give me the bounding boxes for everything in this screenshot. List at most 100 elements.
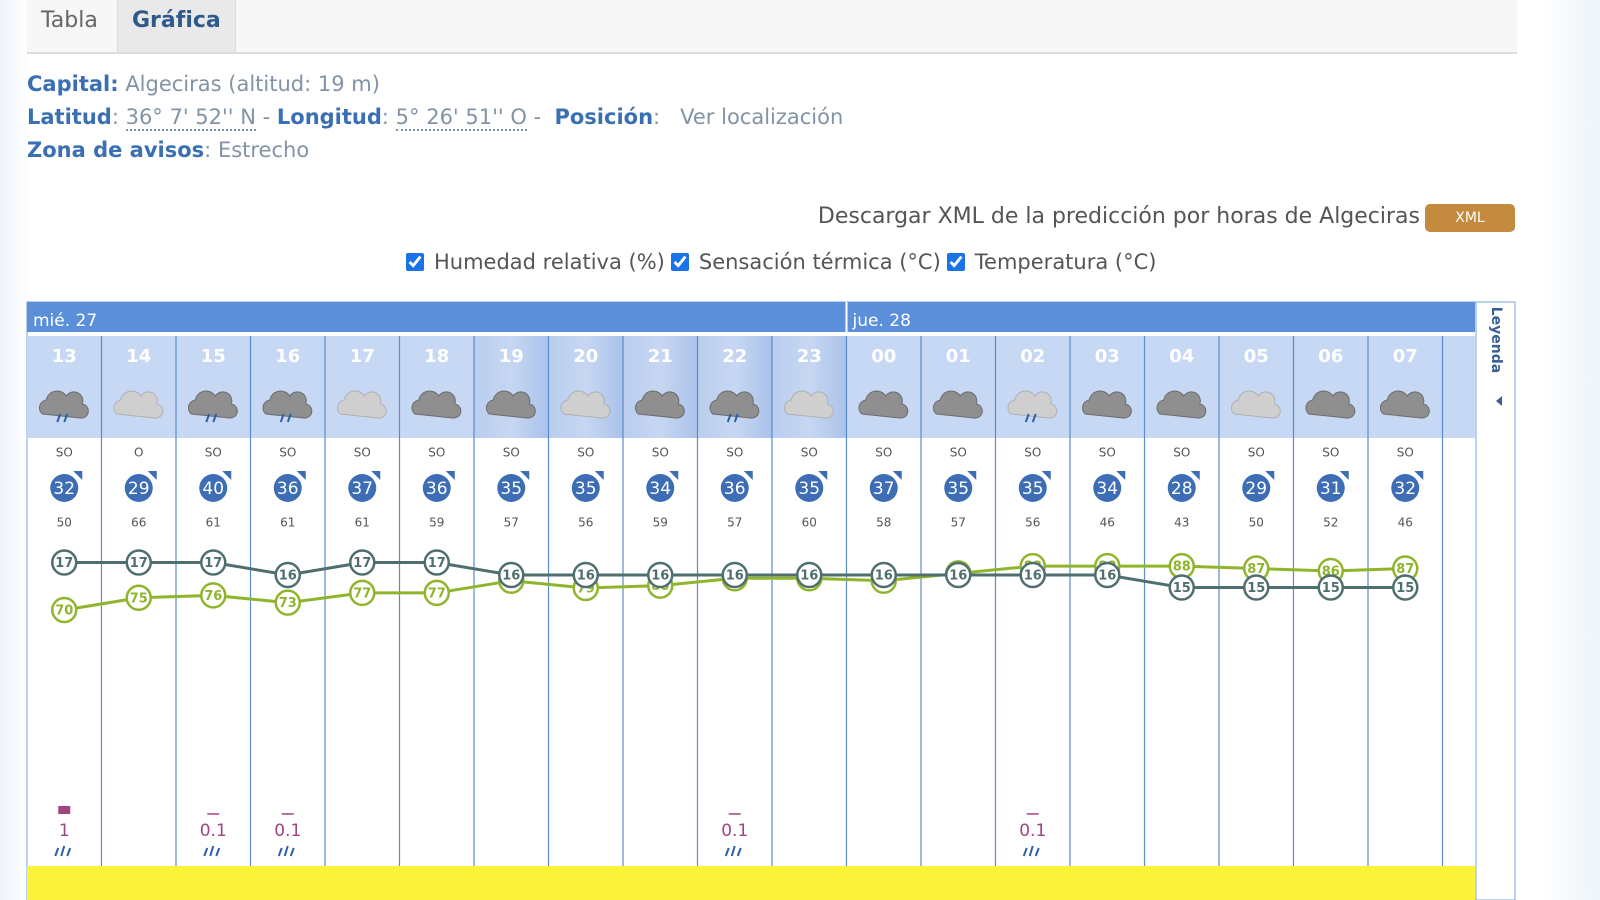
wind-arrow	[73, 471, 83, 480]
temp-label: 15	[1247, 581, 1265, 596]
value: Estrecho	[217, 138, 310, 162]
humidity-point	[1094, 552, 1121, 580]
humidity-point	[1168, 552, 1195, 580]
night-band	[623, 336, 698, 438]
wind-direction: SO	[875, 446, 892, 460]
wind-speed: 35	[575, 479, 597, 499]
temp-point	[423, 549, 450, 576]
sky-icon	[1156, 390, 1207, 419]
temp-point	[125, 549, 152, 576]
info-line: Zona de avisos: Estrecho	[27, 138, 310, 162]
wind-gust: 66	[131, 516, 146, 530]
hour-label: 22	[722, 346, 747, 367]
wind-direction: SO	[1173, 446, 1190, 460]
temp-point	[945, 561, 972, 589]
precip-bar	[728, 813, 741, 815]
precip-value: 0.1	[1019, 821, 1046, 841]
wind-speed-mark	[497, 474, 526, 502]
wind-speed: 36	[277, 479, 299, 499]
legend-tab[interactable]	[1475, 301, 1516, 900]
checkbox[interactable]	[670, 253, 689, 271]
wind-gust: 59	[429, 516, 444, 530]
temp-label: 16	[502, 569, 520, 584]
warning-band	[27, 866, 1475, 900]
tab-bar: Tabla Gráfica	[27, 0, 1517, 54]
hour-label: 14	[126, 346, 151, 367]
wind-speed: 40	[202, 479, 224, 499]
separator: -	[533, 105, 542, 129]
hour-band	[27, 336, 1475, 438]
humidity-point	[51, 596, 78, 624]
cloud-icon	[1156, 390, 1207, 419]
tab-active[interactable]: Gráfica	[117, 0, 236, 52]
cloud-icon	[1007, 390, 1058, 419]
humidity-point	[274, 589, 301, 616]
humidity-label: 82	[875, 574, 893, 589]
humidity-label: 70	[55, 604, 73, 619]
info-line: Latitud: 36° 7' 52'' N - Longitud: 5° 26…	[27, 105, 844, 131]
wind-speed: 28	[1171, 479, 1193, 499]
temp-label: 17	[353, 556, 371, 571]
wind-speed-mark	[1167, 474, 1196, 502]
cloud-icon	[709, 390, 760, 419]
temp-point	[1392, 574, 1419, 601]
precip-bar	[207, 813, 220, 815]
wind-arrow	[296, 471, 306, 480]
wind-arrow	[1190, 471, 1200, 480]
wind-direction: SO	[577, 446, 594, 460]
value: 5° 26' 51'' O	[395, 105, 527, 131]
humidity-point	[1019, 552, 1046, 580]
link[interactable]: Ver localización	[680, 105, 844, 129]
humidity-point	[349, 579, 376, 607]
cloud-icon	[634, 390, 685, 419]
hour-label: 01	[946, 346, 971, 367]
sky-icon	[1230, 390, 1281, 419]
info-line: Capital: Algeciras (altitud: 19 m)	[27, 72, 380, 96]
wind-speed-mark	[422, 474, 451, 502]
xml-button[interactable]: XML	[1425, 204, 1515, 232]
sky-icon	[38, 390, 89, 423]
wind-arrow	[743, 471, 753, 480]
value: 36° 7' 52'' N	[125, 105, 256, 131]
wind-arrow	[1414, 471, 1424, 480]
cloud-icon	[1230, 390, 1281, 419]
wind-arrow	[892, 471, 902, 480]
wind-direction: SO	[428, 446, 445, 460]
wind-direction: SO	[950, 446, 967, 460]
wind-arrow	[1339, 471, 1349, 480]
temp-label: 17	[428, 556, 446, 571]
drops-icon	[203, 845, 221, 857]
wind-arrow	[371, 471, 381, 480]
sky-icon	[1305, 390, 1356, 419]
humidity-point	[945, 560, 972, 587]
temp-point	[51, 549, 78, 576]
label: Zona de avisos	[27, 138, 205, 162]
hour-label: 05	[1244, 346, 1269, 367]
sky-icon	[560, 390, 611, 419]
temp-point	[1317, 574, 1344, 601]
wind-speed: 35	[500, 479, 522, 499]
humidity-point	[125, 584, 152, 612]
hour-label: 23	[797, 346, 822, 367]
humidity-label: 85	[949, 567, 967, 582]
label: Latitud	[27, 105, 112, 129]
wind-speed: 37	[351, 479, 373, 499]
hour-label: 07	[1393, 346, 1418, 367]
wind-gust: 46	[1100, 516, 1115, 530]
sky-icon	[783, 390, 834, 419]
wind-direction: SO	[1024, 446, 1041, 460]
wind-gust: 58	[876, 516, 891, 530]
wind-speed: 36	[724, 479, 746, 499]
humidity-label: 88	[1024, 560, 1042, 575]
tab[interactable]: Tabla	[41, 8, 98, 33]
temp-point	[274, 561, 301, 589]
label: Longitud	[276, 105, 382, 129]
wind-speed: 35	[1022, 479, 1044, 499]
checkbox[interactable]	[406, 253, 424, 271]
precip-value: 1	[59, 821, 70, 841]
label: Capital:	[27, 72, 119, 96]
cloud-icon	[336, 390, 387, 419]
checkbox[interactable]	[946, 253, 965, 271]
cloud-icon	[262, 390, 313, 419]
temp-label: 15	[1173, 581, 1191, 596]
